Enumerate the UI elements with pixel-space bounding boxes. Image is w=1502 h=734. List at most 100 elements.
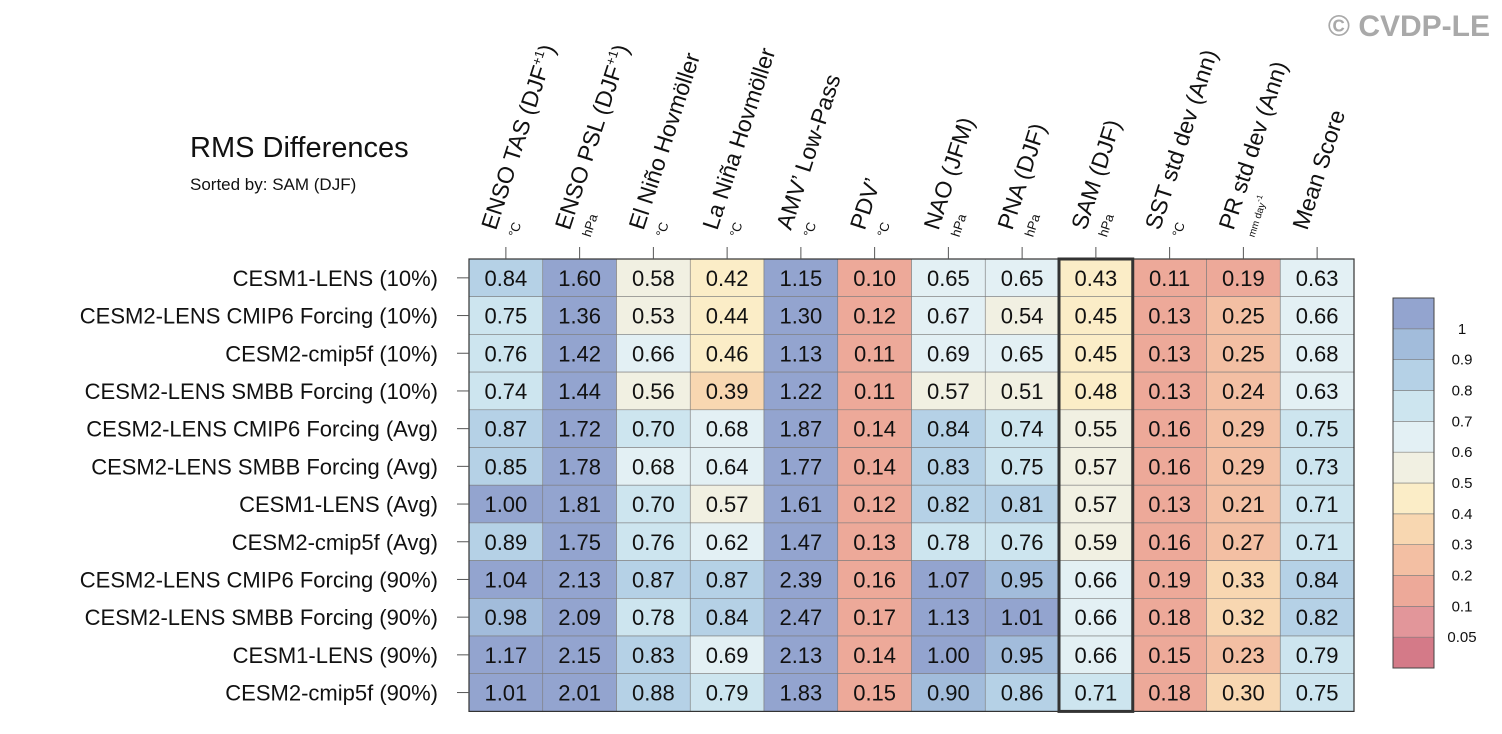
colorbar-tick-label: 0.3 (1452, 537, 1473, 554)
cell-value: 0.16 (1148, 454, 1191, 479)
cell-value: 0.63 (1296, 266, 1339, 291)
colorbar-tick-label: 0.9 (1452, 352, 1473, 369)
heatmap-cell (911, 597, 986, 637)
heatmap-cell (911, 522, 986, 561)
cell-value: 0.13 (1148, 304, 1191, 329)
cell-value: 0.18 (1148, 681, 1191, 706)
cell-value: 0.53 (632, 304, 675, 329)
heatmap-cell (616, 522, 691, 561)
cell-value: 0.71 (1296, 492, 1339, 517)
colorbar-swatch (1392, 544, 1435, 576)
column-label-text: PR std dev (Ann) (1213, 58, 1292, 233)
cell-value: 1.30 (779, 304, 822, 329)
cell-value: 0.84 (927, 417, 970, 442)
heatmap-cell (1279, 334, 1355, 373)
heatmap-cell (1206, 484, 1281, 524)
cell-value: 1.22 (779, 379, 822, 404)
cell-value: 0.13 (1148, 492, 1191, 517)
row-labels: CESM1-LENS (10%) CESM2-LENS CMIP6 Forcing… (80, 266, 469, 706)
cell-value: 0.57 (1074, 454, 1117, 479)
cell-value: 2.39 (779, 567, 822, 592)
cell-value: 0.16 (1148, 417, 1191, 442)
cell-value: 1.83 (779, 681, 822, 706)
heatmap-cell (542, 560, 617, 599)
cell-value: 0.12 (853, 492, 896, 517)
cell-value: 0.88 (632, 681, 675, 706)
cell-value: 0.10 (853, 266, 896, 291)
row-label: CESM2-LENS CMIP6 Forcing (Avg) (86, 417, 438, 442)
heatmap-cell (1132, 673, 1207, 712)
heatmap-cell (616, 673, 691, 712)
cell-value: 0.64 (706, 454, 749, 479)
cell-value: 1.44 (558, 379, 601, 404)
column-unit-text: hPa (1095, 211, 1117, 238)
cell-value: 0.14 (853, 643, 896, 668)
column-unit-text: hPa (1022, 211, 1044, 238)
colorbar-swatch (1392, 575, 1435, 607)
chart-subtitle: Sorted by: SAM (DJF) (190, 175, 356, 194)
column-unit: hPa (1022, 211, 1044, 238)
heatmap-cell (468, 484, 544, 524)
cell-value: 0.30 (1222, 681, 1265, 706)
cell-value: 0.24 (1222, 379, 1265, 404)
cell-value: 0.58 (632, 266, 675, 291)
heatmap-cell (984, 296, 1060, 335)
cell-value: 0.68 (632, 454, 675, 479)
cell-value: 0.25 (1222, 304, 1265, 329)
heatmap-cell (689, 334, 765, 373)
heatmap-cell (689, 296, 765, 335)
row-label: CESM1-LENS (90%) (233, 643, 438, 668)
cell-value: 0.76 (632, 530, 675, 555)
row-label: CESM2-cmip5f (Avg) (232, 530, 438, 555)
heatmap-cell (1279, 560, 1355, 599)
cell-value: 0.65 (1001, 341, 1044, 366)
row-label: CESM2-LENS CMIP6 Forcing (10%) (80, 304, 438, 329)
cell-value: 0.78 (927, 530, 970, 555)
cell-value: 1.61 (779, 492, 822, 517)
heatmap-cell (1206, 371, 1281, 411)
heatmap-cell (984, 560, 1060, 599)
cell-value: 1.77 (779, 454, 822, 479)
heatmap-cell (542, 635, 617, 675)
column-unit: °C (800, 220, 819, 239)
cell-value: 0.82 (1296, 605, 1339, 630)
column-label-text: Mean Score (1287, 107, 1350, 233)
cell-value: 0.83 (632, 643, 675, 668)
cell-value: 0.25 (1222, 341, 1265, 366)
column-superscript: +1 (602, 48, 621, 67)
cell-value: 1.17 (484, 643, 527, 668)
heatmap-cell (984, 258, 1060, 298)
cell-value: 0.14 (853, 454, 896, 479)
colorbar: 0.05 0.1 0.2 0.3 0.4 0.5 0.6 0.7 0.8 0.9 1 (1392, 297, 1477, 669)
heatmap-cell (763, 296, 839, 335)
cell-value: 0.21 (1222, 492, 1265, 517)
heatmap-cell (1279, 484, 1355, 524)
heatmap-frame (468, 258, 1355, 712)
heatmap-cell (837, 447, 912, 486)
watermark: © CVDP-LE (1328, 10, 1490, 43)
cell-value: 0.73 (1296, 454, 1339, 479)
cell-value: 0.68 (1296, 341, 1339, 366)
cell-value: 0.14 (853, 417, 896, 442)
column-labels: ENSO TAS (DJF+1)°C ENSO PSL (DJF+1)hPa El … (476, 41, 1350, 259)
cell-value: 0.33 (1222, 567, 1265, 592)
cell-value: 1.75 (558, 530, 601, 555)
colorbar-swatch (1392, 421, 1435, 453)
cell-value: 0.75 (1001, 454, 1044, 479)
cell-value: 0.66 (1074, 605, 1117, 630)
cell-value: 0.57 (927, 379, 970, 404)
cell-value: 0.90 (927, 681, 970, 706)
cell-value: 0.39 (706, 379, 749, 404)
heatmap-cell (1132, 522, 1207, 561)
colorbar-tick-label: 0.2 (1452, 568, 1473, 585)
heatmap-cell (984, 635, 1060, 675)
heatmap-cell (837, 635, 912, 675)
column-name: SAM (DJF) (1066, 116, 1126, 232)
column-name: SST std dev (Ann) (1140, 46, 1223, 232)
column-label-text: La Niña Hovmöller (697, 44, 780, 232)
heatmap-cell (1058, 447, 1134, 486)
column-label: PNA (DJF)hPa (992, 120, 1051, 239)
heatmap-cell (1058, 560, 1134, 599)
